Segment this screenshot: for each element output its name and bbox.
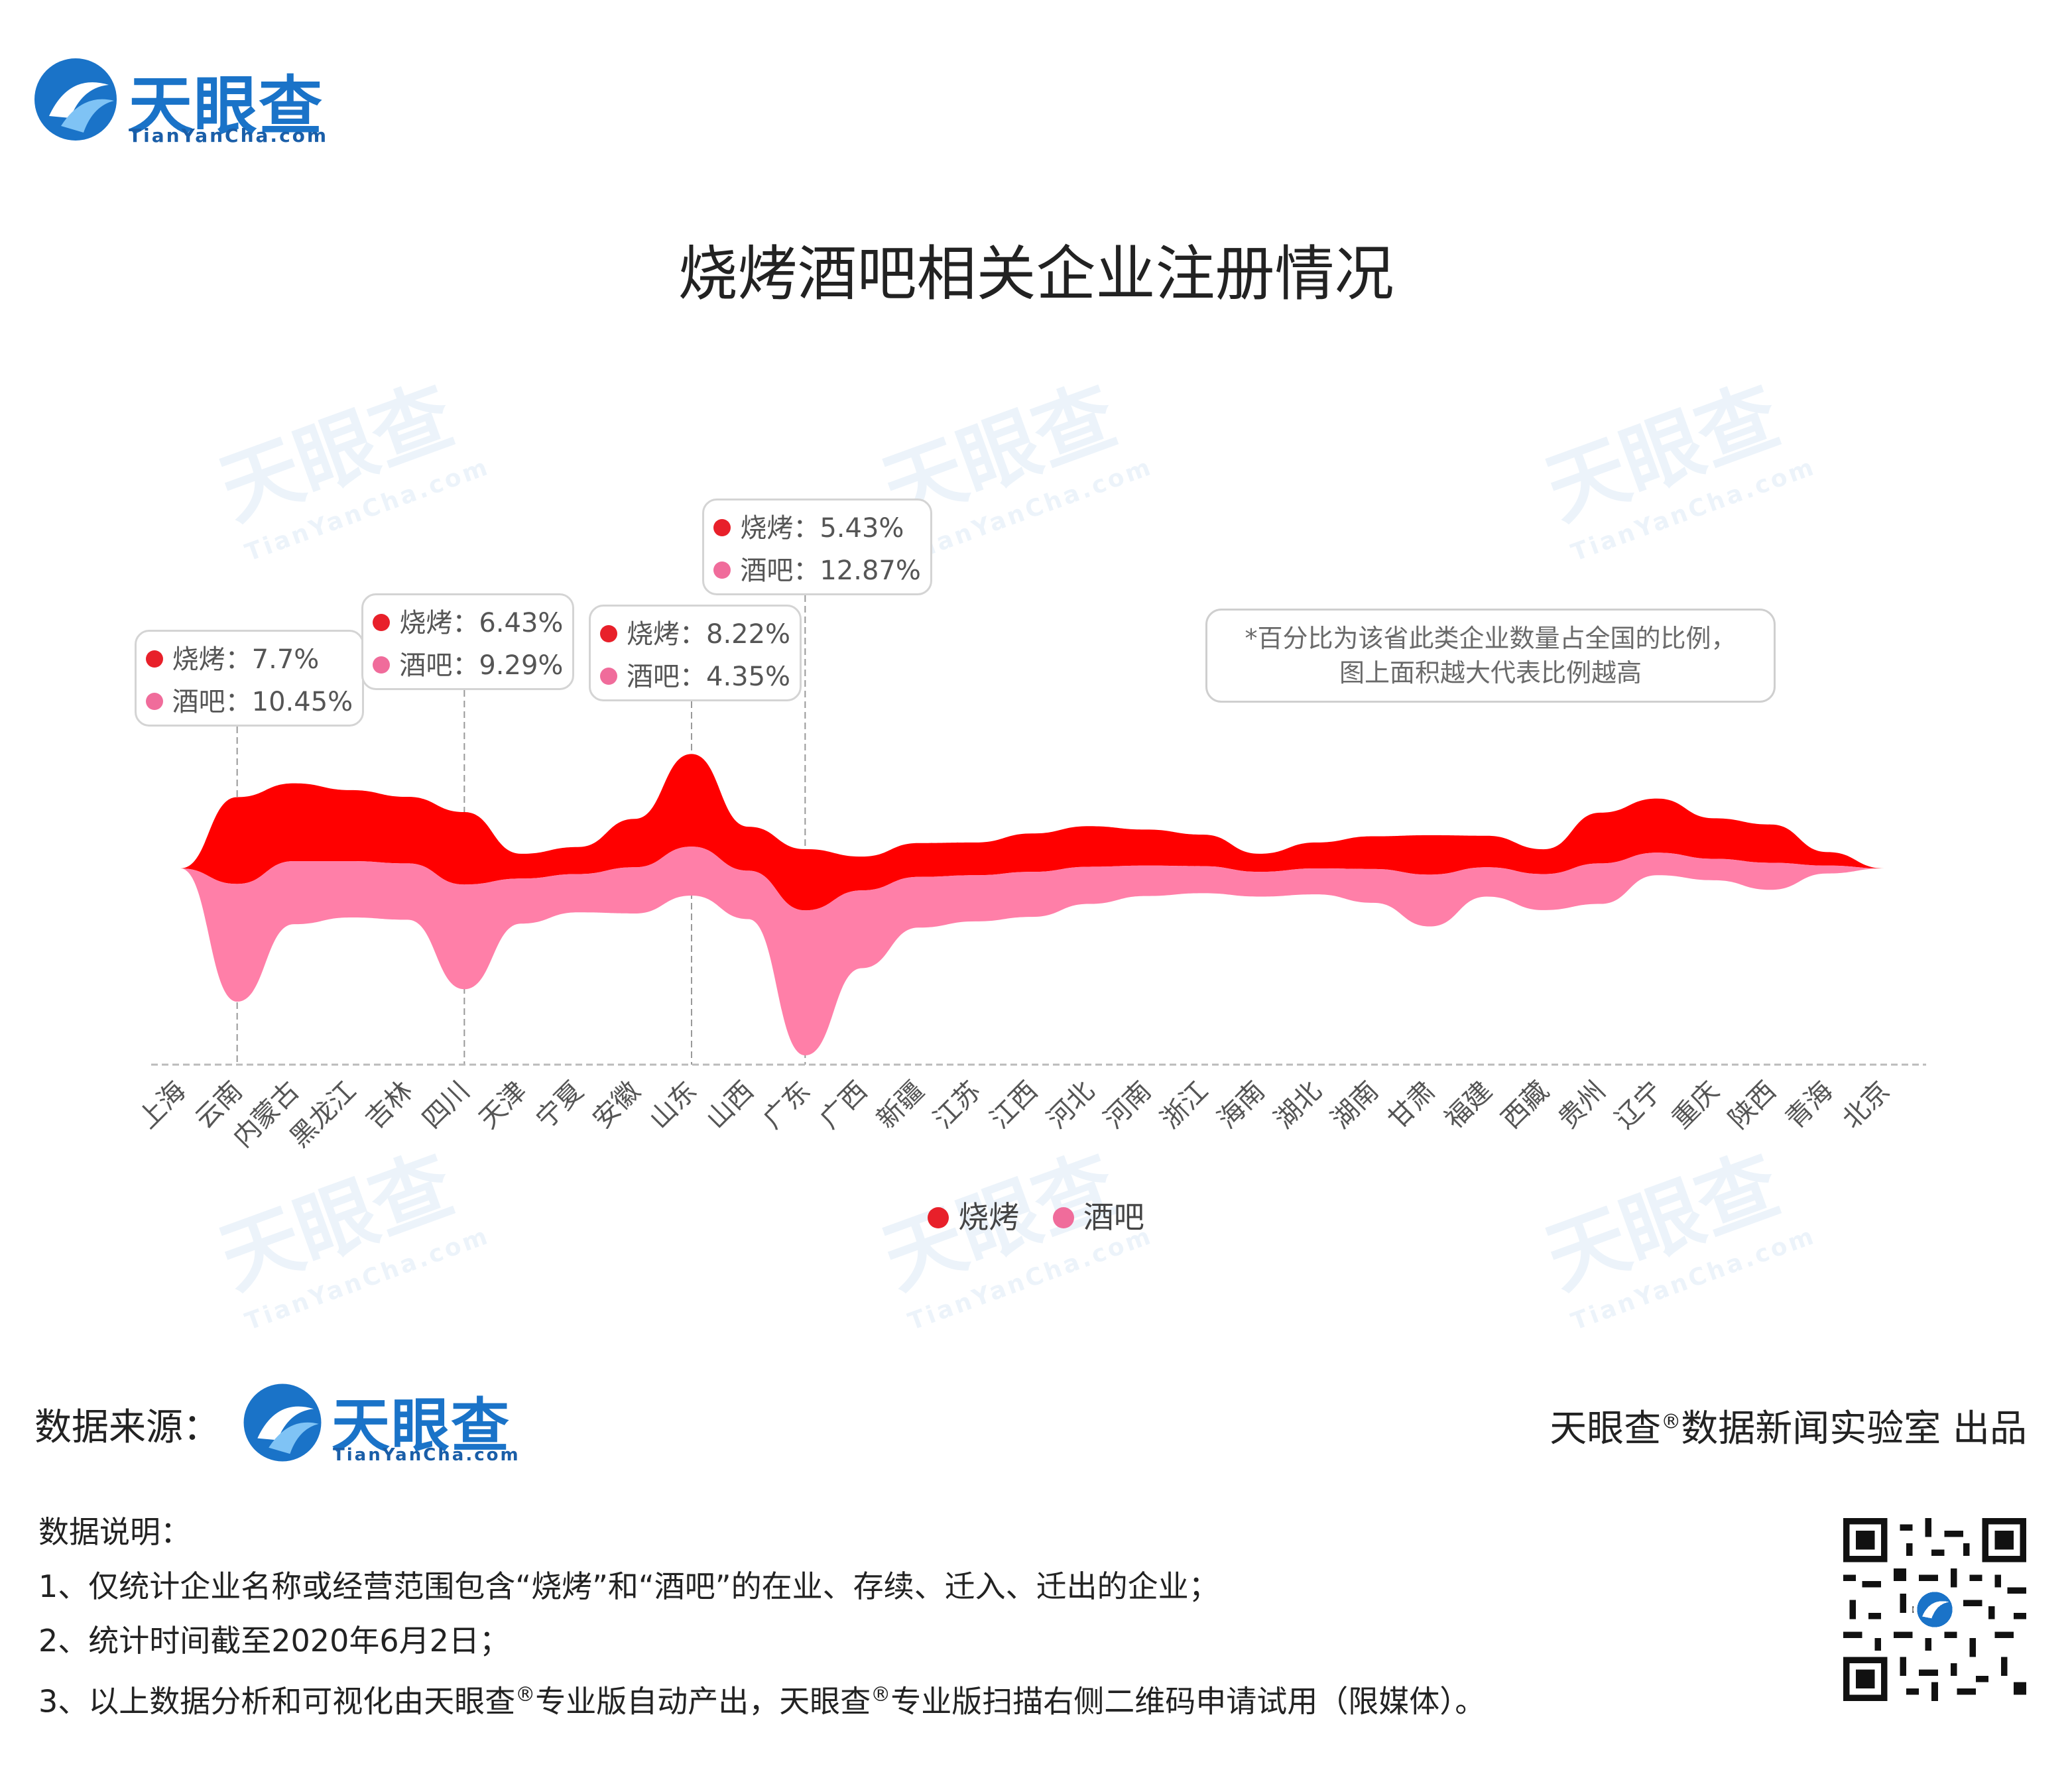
tooltip-bar-value: 酒吧：10.45% (172, 687, 353, 717)
x-tick-label: 贵州 (1553, 1076, 1612, 1135)
tooltip-row-bar: 酒吧：12.87% (713, 550, 921, 592)
bar-marker-icon (713, 561, 731, 579)
chart-legend: 烧烤 酒吧 (0, 1193, 2072, 1237)
x-tick-label: 重庆 (1666, 1076, 1725, 1135)
bbq-legend-marker-icon (928, 1207, 949, 1228)
tooltip-bbq-value: 烧烤：8.22% (627, 619, 791, 650)
tooltip-bar-value: 酒吧：4.35% (627, 662, 791, 692)
data-tooltip: 烧烤：7.7% 酒吧：10.45% (134, 630, 365, 727)
x-tick-label: 宁夏 (530, 1076, 589, 1135)
data-source-label: 数据来源： (34, 1406, 220, 1449)
x-tick-label: 甘肃 (1382, 1076, 1441, 1135)
x-tick-label: 河北 (1042, 1076, 1101, 1135)
data-tooltip: 烧烤：8.22% 酒吧：4.35% (589, 605, 802, 701)
x-tick-label: 西藏 (1496, 1076, 1555, 1135)
note-3-part-c: 专业版扫描右侧二维码申请试用（限媒体）。 (890, 1683, 1486, 1720)
note-3-part-b: 专业版自动产出，天眼查 (535, 1683, 871, 1720)
brand-name: 天眼查 (129, 69, 324, 143)
tooltip-bar-value: 酒吧：12.87% (740, 556, 921, 586)
brand-logo[interactable]: 天眼查 TianYanCha.com (29, 53, 374, 152)
legend-label-bar: 酒吧 (1083, 1199, 1144, 1235)
x-tick-label: 黑龙江 (284, 1076, 362, 1153)
x-tick-label: 上海 (133, 1076, 192, 1135)
producer-rest: 数据新闻实验室 出品 (1681, 1407, 2027, 1450)
x-tick-label: 山东 (644, 1076, 703, 1135)
source-brand-name: 天眼查 (332, 1391, 511, 1460)
tooltip-row-bbq: 烧烤：8.22% (600, 613, 790, 656)
x-tick-label: 吉林 (360, 1076, 419, 1135)
bar-area[interactable] (180, 847, 1884, 1056)
x-tick-label: 辽宁 (1609, 1076, 1668, 1135)
chart-title: 烧烤酒吧相关企业注册情况 (678, 239, 1394, 309)
registered-mark: ® (1661, 1410, 1681, 1434)
tooltip-row-bar: 酒吧：10.45% (145, 681, 353, 723)
tooltip-bbq-value: 烧烤：6.43% (399, 608, 564, 638)
legend-item-bar[interactable]: 酒吧 (1052, 1193, 1144, 1237)
bar-marker-icon (600, 668, 617, 685)
x-tick-label: 青海 (1780, 1076, 1839, 1135)
x-tick-label: 山西 (701, 1076, 760, 1135)
registered-mark: ® (515, 1683, 536, 1706)
data-tooltip: 烧烤：6.43% 酒吧：9.29% (361, 593, 575, 690)
data-notes: 数据说明： 1、仅统计企业名称或经营范围包含“烧烤”和“酒吧”的在业、存续、迁入… (38, 1505, 1485, 1728)
tooltip-row-bbq: 烧烤：7.7% (145, 638, 353, 681)
bbq-marker-icon (373, 614, 391, 631)
x-tick-label: 福建 (1439, 1076, 1498, 1135)
tooltip-row-bbq: 烧烤：6.43% (373, 602, 563, 644)
bar-marker-icon (145, 693, 163, 710)
x-tick-label: 新疆 (871, 1076, 930, 1135)
tooltip-row-bar: 酒吧：9.29% (373, 644, 563, 687)
bbq-marker-icon (713, 519, 731, 536)
x-tick-label: 江苏 (928, 1076, 987, 1135)
producer-credit: 天眼查®数据新闻实验室 出品 (1550, 1399, 2027, 1452)
note-2: 2、统计时间截至2020年6月2日； (38, 1623, 510, 1659)
note-line-1: *百分比为该省此类企业数量占全国的比例， (1245, 624, 1737, 653)
qr-code-icon[interactable] (1843, 1518, 2026, 1701)
tooltip-row-bar: 酒吧：4.35% (600, 656, 790, 698)
x-tick-label: 湖南 (1325, 1076, 1384, 1135)
x-tick-label: 河南 (1098, 1076, 1157, 1135)
tooltip-bar-value: 酒吧：9.29% (399, 650, 564, 681)
bar-marker-icon (373, 656, 391, 674)
x-tick-label: 广西 (814, 1076, 873, 1135)
x-tick-label: 湖北 (1268, 1076, 1327, 1135)
source-brand-url: TianYanCha.com (333, 1445, 520, 1465)
brand-mark-icon (34, 58, 117, 141)
note-line-2: 图上面积越大代表比例越高 (1339, 658, 1642, 687)
x-tick-label: 浙江 (1155, 1076, 1214, 1135)
x-tick-label: 广东 (757, 1076, 816, 1135)
legend-item-bbq[interactable]: 烧烤 (928, 1193, 1019, 1237)
bbq-marker-icon (145, 650, 163, 668)
x-tick-label: 陕西 (1723, 1076, 1782, 1135)
bbq-marker-icon (600, 625, 617, 642)
producer-brand: 天眼查 (1550, 1407, 1662, 1450)
x-tick-label: 天津 (473, 1076, 532, 1135)
note-3: 3、以上数据分析和可视化由天眼查®专业版自动产出，天眼查®专业版扫描右侧二维码申… (38, 1668, 1485, 1728)
x-tick-label: 安徽 (587, 1076, 646, 1135)
x-tick-label: 海南 (1212, 1076, 1271, 1135)
x-tick-label: 北京 (1837, 1076, 1896, 1135)
data-source: 数据来源： (34, 1397, 220, 1451)
note-3-part-a: 3、以上数据分析和可视化由天眼查 (38, 1683, 516, 1720)
data-tooltip: 烧烤：5.43% 酒吧：12.87% (702, 499, 932, 595)
notes-title: 数据说明： (38, 1514, 191, 1550)
tooltip-bbq-value: 烧烤：7.7% (172, 644, 320, 675)
note-1: 1、仅统计企业名称或经营范围包含“烧烤”和“酒吧”的在业、存续、迁入、迁出的企业… (38, 1568, 1219, 1604)
tooltip-bbq-value: 烧烤：5.43% (740, 513, 904, 544)
x-tick-label: 四川 (416, 1076, 475, 1135)
source-logo[interactable]: 天眼查 TianYanCha.com (239, 1379, 557, 1472)
brand-mark-icon (243, 1383, 322, 1462)
percentage-note: *百分比为该省此类企业数量占全国的比例， 图上面积越大代表比例越高 (1205, 609, 1776, 703)
legend-label-bbq: 烧烤 (958, 1199, 1020, 1235)
x-tick-label: 江西 (985, 1076, 1044, 1135)
bar-legend-marker-icon (1052, 1207, 1074, 1228)
registered-mark: ® (871, 1683, 891, 1706)
tooltip-row-bbq: 烧烤：5.43% (713, 507, 921, 550)
brand-url: TianYanCha.com (129, 125, 329, 147)
